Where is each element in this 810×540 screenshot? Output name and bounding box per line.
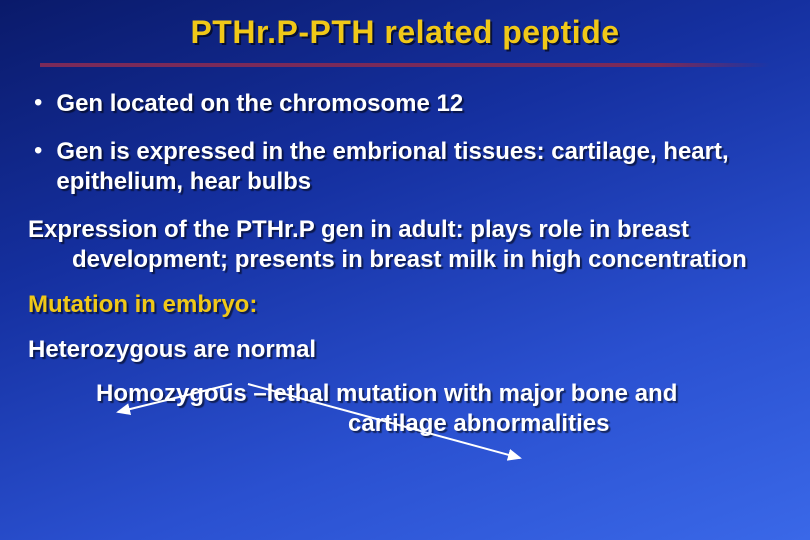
bullet-item: • Gen is expressed in the embrional tiss… xyxy=(28,137,782,197)
bullet-dot-icon: • xyxy=(34,137,42,165)
heterozygous-text: Heterozygous are normal xyxy=(28,335,782,365)
homozygous-line2: cartilage abnormalities xyxy=(28,409,782,439)
bullet-dot-icon: • xyxy=(34,89,42,117)
expression-paragraph: Expression of the PTHr.P gen in adult: p… xyxy=(28,215,782,275)
bullet-text: Gen is expressed in the embrional tissue… xyxy=(56,137,782,197)
mutation-label: Mutation in embryo: xyxy=(28,291,782,319)
slide-title: PTHr.P-PTH related peptide xyxy=(40,14,770,51)
homozygous-line1: Homozygous –lethal mutation with major b… xyxy=(28,379,782,409)
bullet-text: Gen located on the chromosome 12 xyxy=(56,89,463,119)
bullet-item: • Gen located on the chromosome 12 xyxy=(28,89,782,119)
slide-content: • Gen located on the chromosome 12 • Gen… xyxy=(0,67,810,439)
